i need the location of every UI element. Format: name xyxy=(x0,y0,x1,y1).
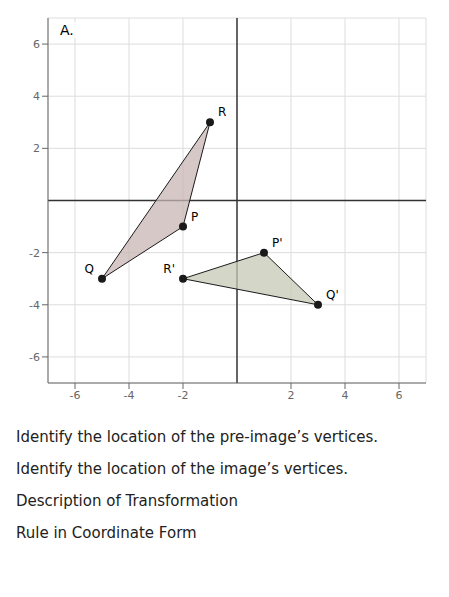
svg-text:R: R xyxy=(218,105,226,119)
svg-text:-2: -2 xyxy=(178,389,189,402)
svg-text:4: 4 xyxy=(33,90,40,103)
svg-text:P': P' xyxy=(272,236,283,250)
svg-text:2: 2 xyxy=(288,389,295,402)
svg-text:-6: -6 xyxy=(70,389,81,402)
html-text:Rule in Coordinate Form: Rule in Coordinate Form xyxy=(16,524,197,542)
svg-text:-4: -4 xyxy=(124,389,135,402)
svg-text:P: P xyxy=(191,210,198,224)
html-text:Description of Transformation: Description of Transformation xyxy=(16,492,238,510)
svg-text:2: 2 xyxy=(33,142,40,155)
html-text:Identify the location of the p: Identify the location of the pre-image’s… xyxy=(16,428,379,446)
svg-text:-4: -4 xyxy=(29,299,40,312)
html-text:A.: A. xyxy=(60,22,74,38)
html-text:Identify the location of the i: Identify the location of the image’s ver… xyxy=(16,460,349,478)
svg-text:-2: -2 xyxy=(29,247,40,260)
svg-text:6: 6 xyxy=(33,38,40,51)
svg-text:4: 4 xyxy=(342,389,349,402)
svg-text:Q: Q xyxy=(85,262,94,276)
svg-text:-6: -6 xyxy=(29,351,40,364)
svg-text:Q': Q' xyxy=(326,288,339,302)
svg-text:6: 6 xyxy=(396,389,403,402)
svg-text:R': R' xyxy=(163,262,175,276)
